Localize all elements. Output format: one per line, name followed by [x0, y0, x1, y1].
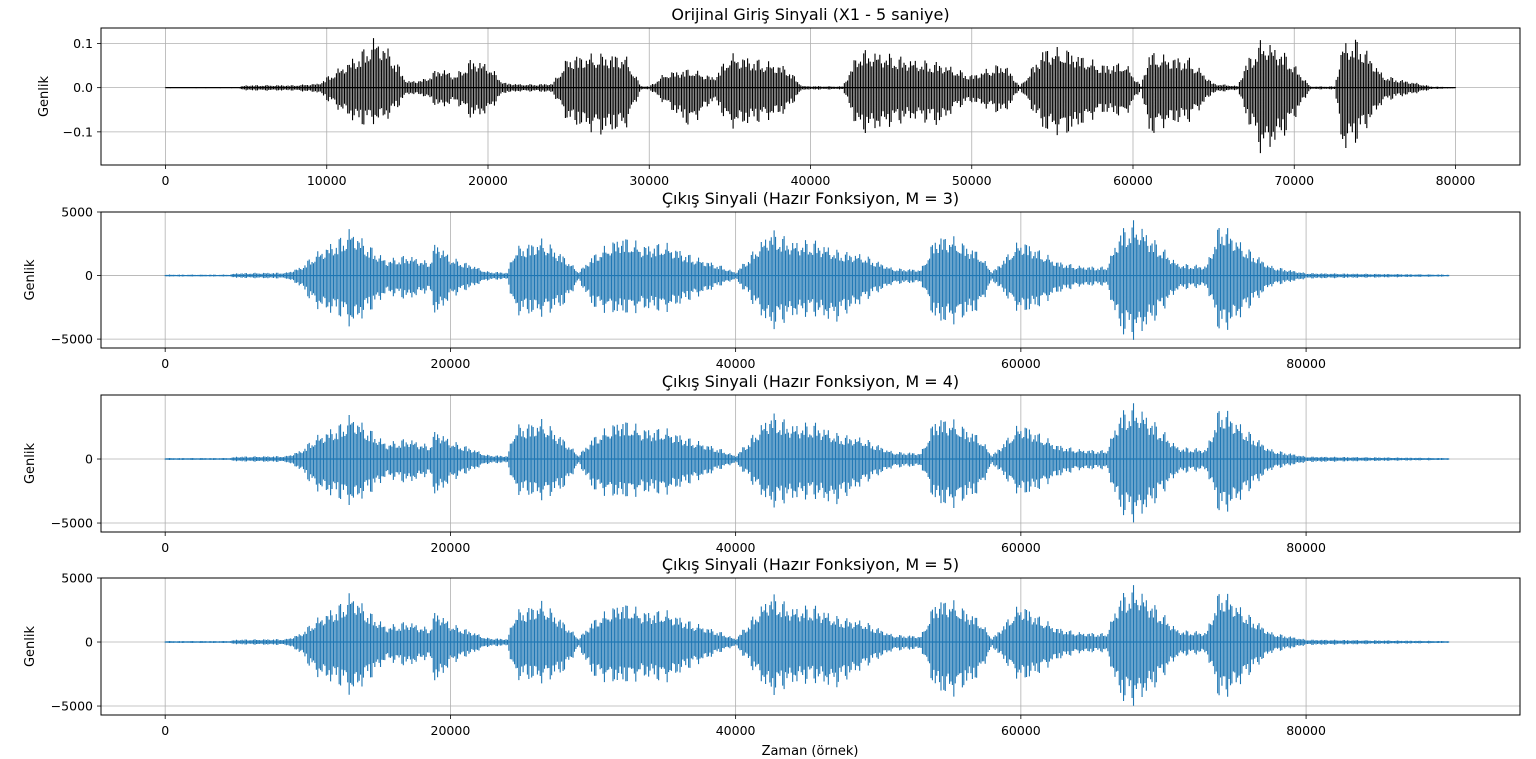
x-tick-label: 20000	[431, 540, 471, 555]
y-axis-label: Genlik	[23, 443, 38, 485]
axes-frame	[100, 211, 1521, 349]
x-tick-label: 60000	[1001, 356, 1041, 371]
y-tick-label: 0	[85, 452, 93, 467]
y-tick-label: 0.0	[73, 80, 93, 95]
subplot-title: Çıkış Sinyali (Hazır Fonksiyon, M = 5)	[662, 555, 959, 574]
y-axis-label: Genlik	[23, 626, 38, 668]
x-tick-label: 80000	[1436, 173, 1476, 188]
signal-line	[164, 220, 1450, 340]
x-tick-label: 80000	[1286, 356, 1326, 371]
x-tick-label: 20000	[431, 356, 471, 371]
x-tick-label: 40000	[716, 356, 756, 371]
subplot-title: Orijinal Giriş Sinyali (X1 - 5 saniye)	[671, 5, 949, 24]
x-tick-label: 80000	[1286, 540, 1326, 555]
y-tick-label: −0.1	[63, 124, 93, 139]
x-tick-label: 60000	[1001, 540, 1041, 555]
x-axis-label: Zaman (örnek)	[762, 744, 859, 759]
subplot-1: 0 10000 20000 30000 40000 50000 60000 70000 8000…	[37, 5, 1521, 188]
x-tick-label: 0	[161, 723, 169, 738]
x-tick-label: 0	[162, 173, 170, 188]
subplot-title: Çıkış Sinyali (Hazır Fonksiyon, M = 4)	[662, 372, 959, 391]
y-tick-label: 5000	[61, 571, 93, 586]
x-tick-label: 20000	[431, 723, 471, 738]
axes-frame	[100, 394, 1521, 533]
y-axis-label: Genlik	[37, 76, 52, 118]
x-tick-label: 50000	[952, 173, 992, 188]
subplot-4: 0 20000 40000 60000 80000 5000 0 −5000 Çıkış Sin…	[23, 555, 1521, 738]
x-tick-label: 40000	[716, 723, 756, 738]
x-tick-label: 0	[161, 540, 169, 555]
x-tick-label: 60000	[1001, 723, 1041, 738]
y-tick-label: −5000	[51, 699, 93, 714]
subplot-2: 0 20000 40000 60000 80000 5000 0 −5000 Çıkış Sin…	[23, 189, 1521, 371]
x-tick-label: 80000	[1286, 723, 1326, 738]
x-tick-label: 20000	[468, 173, 508, 188]
x-tick-label: 10000	[307, 173, 347, 188]
x-tick-label: 60000	[1113, 173, 1153, 188]
y-tick-label: 0.1	[73, 36, 93, 51]
y-tick-label: −5000	[51, 332, 93, 347]
x-tick-label: 40000	[791, 173, 831, 188]
axes-frame	[100, 577, 1521, 716]
y-tick-label: −5000	[51, 516, 93, 531]
signal-line	[164, 403, 1450, 523]
x-tick-label: 40000	[716, 540, 756, 555]
subplot-3: 0 20000 40000 60000 80000 0 −5000 Çıkış Sinyali…	[23, 372, 1521, 555]
y-tick-label: 0	[85, 268, 93, 283]
subplot-title: Çıkış Sinyali (Hazır Fonksiyon, M = 3)	[662, 189, 959, 208]
signal-line	[164, 585, 1450, 706]
signal-line	[164, 38, 1457, 154]
y-tick-label: 0	[85, 635, 93, 650]
y-axis-label: Genlik	[23, 259, 38, 301]
x-tick-label: 0	[161, 356, 169, 371]
x-tick-label: 70000	[1274, 173, 1314, 188]
x-tick-label: 30000	[629, 173, 669, 188]
y-tick-label: 5000	[61, 205, 93, 220]
